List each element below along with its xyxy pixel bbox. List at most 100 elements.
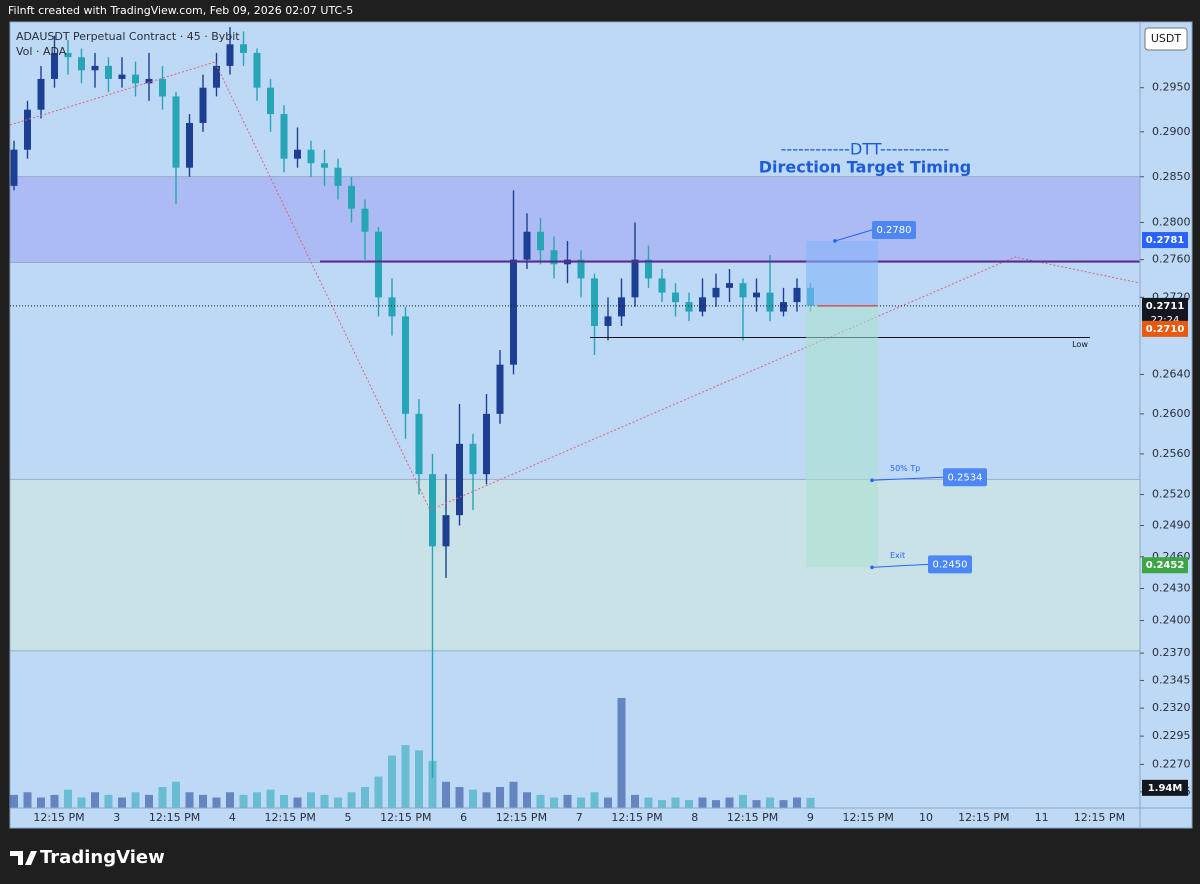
- volume-bar: [806, 797, 815, 808]
- x-tick-label: 12:15 PM: [727, 811, 778, 824]
- volume-bar: [455, 787, 464, 808]
- candle-body: [240, 44, 247, 53]
- candle-body: [280, 114, 288, 159]
- candle-body: [496, 364, 504, 414]
- volume-bar: [347, 792, 356, 808]
- annotation-dot: [870, 478, 874, 483]
- volume-bar: [104, 794, 113, 808]
- volume-bar: [293, 797, 302, 808]
- candle-body: [294, 149, 301, 159]
- x-tick-label: 12:15 PM: [843, 811, 894, 824]
- candle-body: [334, 167, 342, 186]
- logo-icon: [10, 851, 37, 865]
- y-tick-label: 0.2295: [1152, 729, 1191, 742]
- volume-bar: [685, 800, 693, 808]
- header: Filnft created with TradingView.com, Feb…: [8, 4, 353, 17]
- price-badge-label: 0.2710: [1146, 324, 1185, 335]
- candle-body: [456, 443, 463, 516]
- candle-body: [91, 65, 99, 71]
- y-tick-label: 0.2950: [1152, 81, 1191, 94]
- volume-bar: [37, 797, 45, 808]
- candle-body: [145, 78, 153, 84]
- candle-body: [523, 231, 531, 260]
- volume-bar: [658, 800, 666, 808]
- currency: USDT: [1151, 32, 1182, 45]
- y-tick-label: 0.2490: [1152, 519, 1191, 532]
- volume-bar: [415, 750, 423, 808]
- volume-badge: [1142, 779, 1188, 796]
- candle-body: [645, 259, 652, 279]
- candle-body: [118, 74, 126, 79]
- y-tick-label: 0.2520: [1152, 488, 1191, 501]
- x-tick-label: 9: [807, 811, 814, 824]
- volume-bar: [388, 755, 396, 808]
- annotation-connector: [834, 229, 873, 242]
- candle-body: [753, 292, 760, 298]
- candle-body: [226, 44, 234, 66]
- y-tick-label: 0.2430: [1152, 581, 1191, 594]
- candle-body: [483, 413, 490, 475]
- x-tick-label: 12:15 PM: [149, 811, 200, 824]
- volume-bar: [212, 797, 221, 808]
- candle-body: [375, 231, 382, 298]
- candle-body: [415, 413, 423, 475]
- price-axis: 0.29500.29000.28500.28000.27600.27200.26…: [1140, 81, 1191, 798]
- y-tick-label: 0.2800: [1152, 215, 1191, 228]
- y-tick-label: 0.2400: [1152, 614, 1191, 627]
- price-badge-label: 0.2452: [1146, 560, 1185, 571]
- volume: [10, 697, 815, 808]
- target-box: [806, 240, 878, 306]
- x-tick-label: 11: [1035, 811, 1049, 824]
- candle-body: [307, 149, 315, 164]
- candle-body: [51, 52, 58, 79]
- volume-badge-label: 1.94M: [1148, 783, 1183, 794]
- x-tick-label: 12:15 PM: [958, 811, 1009, 824]
- volume-bar: [334, 797, 342, 808]
- volume-bar: [361, 787, 369, 808]
- volume-bar: [536, 794, 545, 808]
- volume-bar: [91, 792, 99, 808]
- annotation-text: Exit: [890, 551, 905, 560]
- candle-body: [793, 287, 801, 303]
- candle-body: [685, 302, 693, 312]
- overlays: Low 0.2780 0.2534 50% Tp 0.2450 Exit: [10, 220, 1140, 574]
- x-tick-label: 12:15 PM: [265, 811, 316, 824]
- y-tick-label: 0.2320: [1152, 701, 1191, 714]
- currency-box: [1144, 27, 1188, 51]
- annotation-label: 0.2534: [948, 472, 983, 483]
- volume-bar: [793, 797, 801, 808]
- countdown: 22:24: [1151, 315, 1180, 326]
- candle-body: [510, 259, 517, 365]
- x-tick-label: 12:15 PM: [33, 811, 84, 824]
- volume-bar: [320, 794, 329, 808]
- annotation-connector: [871, 563, 929, 568]
- candle-body: [105, 65, 112, 79]
- candle-body: [469, 443, 477, 475]
- volume-bar: [550, 797, 558, 808]
- candle-body: [402, 316, 409, 414]
- volume-bar: [239, 794, 248, 808]
- volume-bar: [604, 797, 612, 808]
- candle-body: [726, 283, 733, 288]
- brand: TradingView: [40, 847, 165, 868]
- annotation-dot: [870, 565, 874, 570]
- annotation-dot: [833, 239, 837, 243]
- volume-bar: [226, 792, 234, 808]
- x-tick-label: 8: [691, 811, 698, 824]
- low-label: Low: [1072, 340, 1088, 349]
- candle-body: [631, 259, 639, 298]
- volume-bar: [671, 797, 680, 808]
- candle-body: [618, 297, 625, 317]
- y-tick-label: 0.2345: [1152, 673, 1191, 686]
- y-tick-label: 0.2560: [1152, 447, 1191, 460]
- zones: [9, 176, 1141, 652]
- volume-bar: [266, 789, 275, 808]
- price-badge: [1142, 557, 1188, 574]
- y-tick-label: 0.2850: [1152, 170, 1191, 183]
- volume-bar: [280, 794, 288, 808]
- candle-body: [321, 163, 328, 168]
- dtt-subtitle: Direction Target Timing: [759, 158, 972, 177]
- volume-bar: [118, 797, 126, 808]
- dtt-title: ------------DTT------------: [781, 140, 950, 159]
